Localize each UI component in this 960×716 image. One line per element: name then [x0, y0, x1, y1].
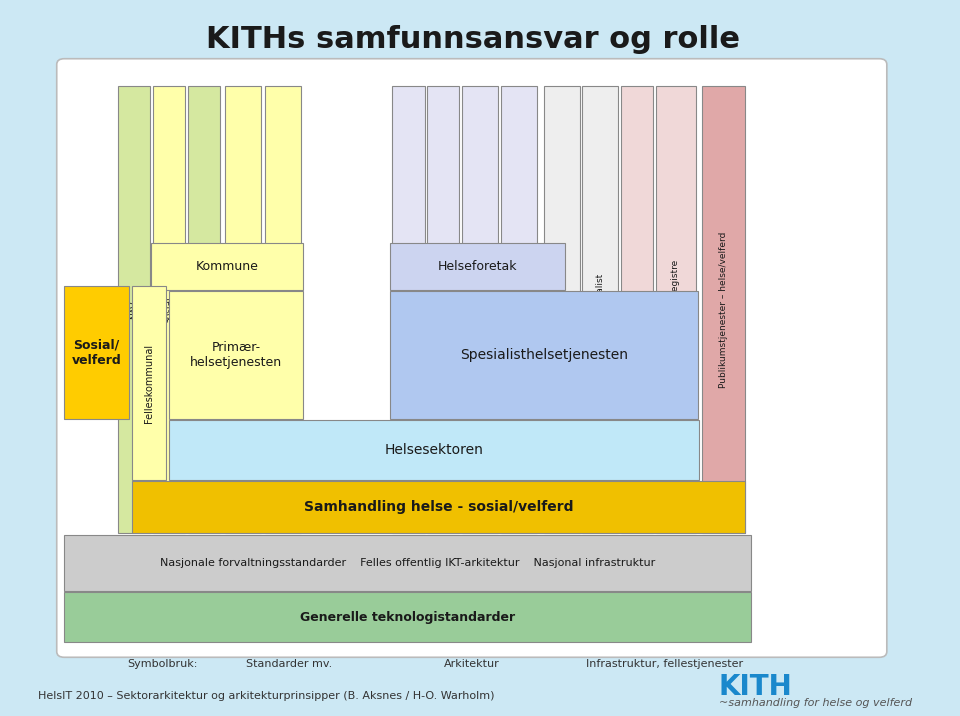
Bar: [154, 86, 185, 533]
Bar: [118, 86, 151, 533]
Text: Felleskommunal: Felleskommunal: [144, 344, 155, 422]
Bar: [702, 86, 745, 533]
Bar: [543, 86, 580, 533]
Bar: [152, 243, 302, 290]
Text: Infrastruktur, fellestjenester: Infrastruktur, fellestjenester: [587, 659, 743, 669]
Bar: [427, 86, 460, 533]
Text: Sentrale helseregistre: Sentrale helseregistre: [671, 259, 681, 360]
Bar: [393, 86, 424, 533]
Text: Privat sykehus: Privat sykehus: [557, 277, 566, 342]
Text: DPS: DPS: [439, 301, 448, 319]
Text: Sosial/
velferd: Sosial/ velferd: [72, 339, 121, 367]
Text: Arkitektur: Arkitektur: [444, 659, 500, 669]
Bar: [656, 86, 696, 533]
Bar: [188, 86, 220, 533]
Text: PLO: PLO: [200, 301, 208, 318]
Bar: [225, 86, 261, 533]
Text: Spesialisthelsetjenesten: Spesialisthelsetjenesten: [460, 348, 628, 362]
Text: Sykehus-
apotek: Sykehus- apotek: [510, 289, 529, 330]
Text: Poliklinikk: Poliklinikk: [476, 287, 485, 332]
Text: Sykehus: Sykehus: [404, 291, 413, 329]
Text: KITHs samfunnsansvar og rolle: KITHs samfunnsansvar og rolle: [205, 25, 740, 54]
Text: Samhandling helse - sosial/velferd: Samhandling helse - sosial/velferd: [304, 500, 573, 514]
Text: Symbolbruk:: Symbolbruk:: [128, 659, 198, 669]
Text: HelsIT 2010 – Sektorarkitektur og arkitekturprinsipper (B. Aksnes / H-O. Warholm: HelsIT 2010 – Sektorarkitektur og arkite…: [37, 691, 494, 701]
Bar: [501, 86, 537, 533]
FancyBboxPatch shape: [57, 59, 887, 657]
Text: Standarder mv.: Standarder mv.: [246, 659, 332, 669]
Bar: [265, 86, 300, 533]
Text: Helsestasjon: Helsestasjon: [238, 281, 248, 339]
Text: Nasjonale forvaltningsstandarder    Felles offentlig IKT-arkitektur    Nasjonal : Nasjonale forvaltningsstandarder Felles …: [160, 558, 655, 568]
Text: Allmennlege: Allmennlege: [278, 281, 287, 338]
Text: Sosial: Sosial: [165, 296, 174, 323]
Text: Kommune: Kommune: [196, 260, 258, 274]
Bar: [169, 420, 699, 480]
Text: Apotek: Apotek: [633, 294, 641, 326]
Bar: [132, 286, 166, 480]
Bar: [391, 243, 565, 290]
Text: KITH: KITH: [718, 673, 792, 702]
Text: Privat spesialist: Privat spesialist: [596, 274, 605, 345]
Text: Helsesektoren: Helsesektoren: [385, 443, 484, 457]
Bar: [64, 592, 751, 642]
Bar: [391, 291, 698, 419]
Text: ~samhandling for helse og velferd: ~samhandling for helse og velferd: [718, 698, 912, 708]
Text: Generelle teknologistandarder: Generelle teknologistandarder: [300, 611, 516, 624]
Bar: [463, 86, 498, 533]
Bar: [132, 481, 745, 533]
Bar: [64, 286, 129, 419]
Text: NAV: NAV: [130, 301, 139, 319]
Text: Publikumstjenester – helse/velferd: Publikumstjenester – helse/velferd: [719, 231, 728, 388]
Bar: [583, 86, 618, 533]
Text: Helseforetak: Helseforetak: [438, 260, 517, 274]
Bar: [169, 291, 303, 419]
Bar: [64, 535, 751, 591]
Bar: [621, 86, 654, 533]
Text: Primær-
helsetjenesten: Primær- helsetjenesten: [190, 341, 282, 369]
